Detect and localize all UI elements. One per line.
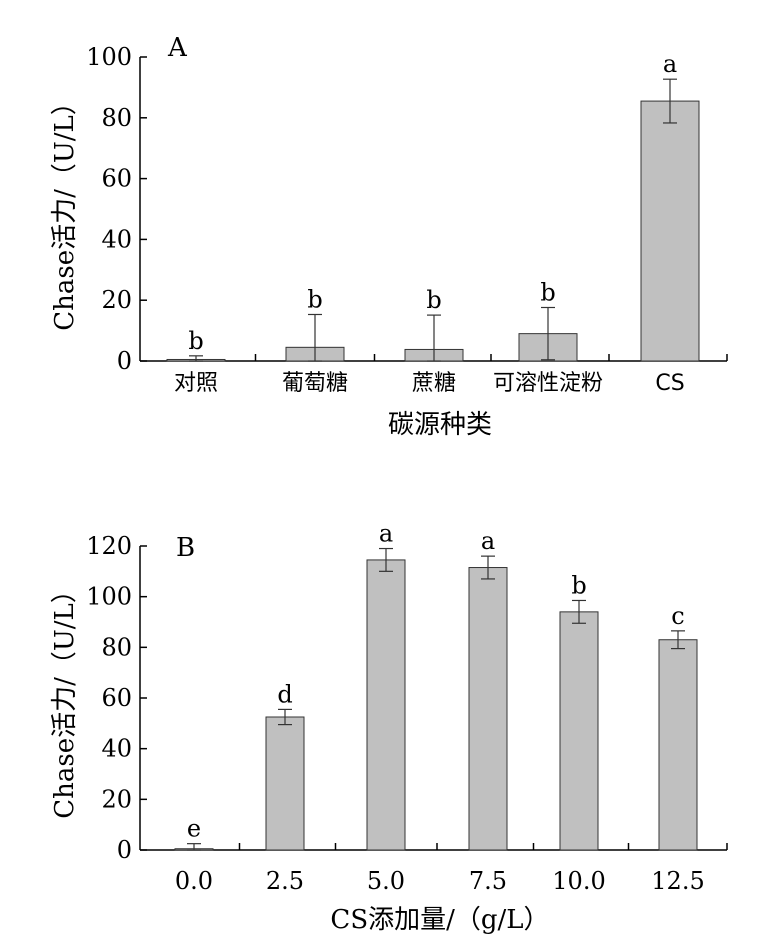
panel-b-significance-letter: e xyxy=(187,815,201,843)
panel-b-y-tick-label: 0 xyxy=(117,836,132,864)
panel-b-x-axis-title: CS添加量/（g/L） xyxy=(330,905,549,935)
panel-a-y-tick-label: 100 xyxy=(86,43,132,71)
panel-b-category-label: 10.0 xyxy=(552,867,605,895)
panel-b-y-tick-label: 40 xyxy=(101,735,132,763)
panel-a-y-tick-label: 60 xyxy=(101,165,132,193)
panel-b-y-tick-label: 100 xyxy=(86,583,132,611)
panel-a-bar xyxy=(640,100,700,362)
panel-a-significance-letter: b xyxy=(188,327,203,355)
panel-a-label: A xyxy=(167,33,188,63)
panel-b-bar xyxy=(468,567,508,851)
panel-a-significance-letter: b xyxy=(426,286,441,314)
panel-b-bar xyxy=(658,639,698,851)
panel-b-category-label: 0.0 xyxy=(175,867,213,895)
panel-b-y-axis-title: Chase活力/（U/L） xyxy=(50,577,80,819)
panel-a-category-label: 葡萄糖 xyxy=(282,371,348,396)
panel-b-significance-letter: d xyxy=(277,680,292,708)
panel-a-significance-letter: b xyxy=(307,285,322,313)
panel-b-label: B xyxy=(176,533,195,563)
panel-b-category-label: 12.5 xyxy=(651,867,704,895)
panel-a-category-label: 蔗糖 xyxy=(412,371,456,396)
panel-a-y-tick-label: 0 xyxy=(117,347,132,375)
panel-a-category-label: CS xyxy=(655,371,684,396)
panel-a-category-label: 可溶性淀粉 xyxy=(493,371,603,396)
panel-a-significance-letter: a xyxy=(663,50,677,78)
panel-a-significance-letter: b xyxy=(540,278,555,306)
panel-b-y-tick-label: 20 xyxy=(101,785,132,813)
panel-b: B Chase活力/（U/L） CS添加量/（g/L） 0 20 40 60 80 100… xyxy=(50,520,728,935)
panel-a-x-axis-title: 碳源种类 xyxy=(388,410,492,440)
panel-b-category-label: 2.5 xyxy=(266,867,304,895)
panel-b-significance-letter: b xyxy=(571,571,586,599)
panel-b-significance-letter: c xyxy=(671,602,684,630)
panel-a-y-tick-label: 20 xyxy=(101,286,132,314)
panel-a-category-label: 对照 xyxy=(174,371,218,396)
panel-a-y-tick-label: 40 xyxy=(101,225,132,253)
panel-a: A Chase活力/（U/L） 碳源种类 0 20 40 60 80 100 b 对照 b 葡萄糖… xyxy=(50,33,728,440)
panel-b-y-tick-label: 60 xyxy=(101,684,132,712)
panel-b-bar xyxy=(366,559,406,851)
panel-b-y-tick-label: 120 xyxy=(86,532,132,560)
panel-a-y-tick-label: 80 xyxy=(101,104,132,132)
panel-b-category-label: 7.5 xyxy=(469,867,507,895)
panel-b-significance-letter: a xyxy=(481,527,495,555)
panel-b-bar xyxy=(265,716,305,851)
panel-b-bar xyxy=(559,611,599,851)
panel-b-y-tick-label: 80 xyxy=(101,633,132,661)
panel-a-y-axis-title: Chase活力/（U/L） xyxy=(50,89,80,331)
panel-b-significance-letter: a xyxy=(379,520,393,548)
panel-b-category-label: 5.0 xyxy=(367,867,405,895)
